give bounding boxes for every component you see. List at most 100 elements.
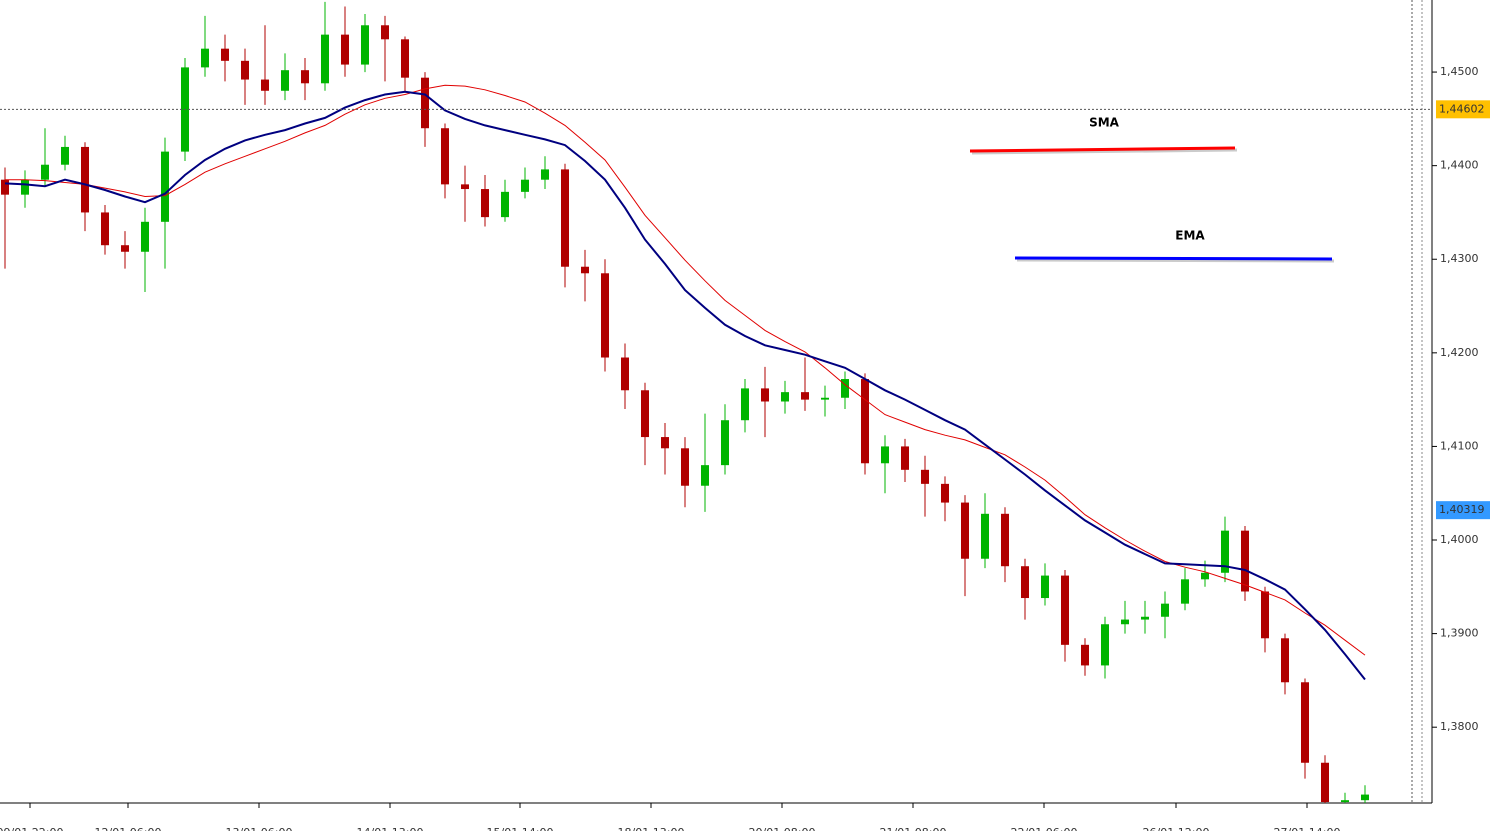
candle-body	[601, 273, 609, 358]
candle-body	[361, 25, 369, 65]
candle-body	[221, 48, 229, 61]
candle-body	[1081, 644, 1089, 666]
candle-body	[881, 446, 889, 464]
candle-body	[21, 179, 29, 195]
candle-body	[1181, 579, 1189, 604]
candle-body	[821, 397, 829, 400]
x-tick-label: 20/01 08:00	[749, 826, 816, 831]
y-tick-label: 1,4200	[1440, 346, 1479, 359]
candle-body	[341, 34, 349, 65]
candle-body	[541, 169, 549, 180]
x-tick-label: 26/01 12:00	[1143, 826, 1210, 831]
candle-body	[1, 179, 9, 195]
y-tick-label: 1,3800	[1440, 720, 1479, 733]
moving-average-line	[5, 84, 1366, 656]
candle-body	[961, 502, 969, 559]
legend-swatch	[971, 148, 1238, 155]
legend-label: SMA	[1089, 116, 1120, 130]
y-tick-label: 1,4400	[1440, 159, 1479, 172]
x-tick-label: 09/01 22:00	[0, 826, 63, 831]
candle-body	[1201, 572, 1209, 580]
legend-label: EMA	[1175, 229, 1205, 243]
candle-body	[621, 357, 629, 391]
x-tick-label: 15/01 14:00	[487, 826, 554, 831]
candle-body	[1061, 575, 1069, 645]
candle-body	[721, 420, 729, 466]
candle-body	[741, 388, 749, 421]
candle-body	[481, 189, 489, 218]
y-tick-label: 1,4500	[1440, 65, 1479, 78]
candle-body	[701, 465, 709, 486]
candle-body	[1141, 616, 1149, 620]
candle-body	[41, 164, 49, 180]
candle-body	[1281, 638, 1289, 683]
moving-average-line	[4, 90, 1366, 681]
candle-body	[1221, 530, 1229, 573]
x-tick-label: 12/01 06:00	[95, 826, 162, 831]
legend-swatch	[969, 146, 1236, 153]
candle-body	[501, 191, 509, 218]
y-tick-label: 1,3900	[1440, 627, 1479, 640]
y-tick-label: 1,4300	[1440, 252, 1479, 265]
candle-body	[681, 448, 689, 486]
price-marker	[1436, 100, 1490, 119]
candle-body	[61, 146, 69, 165]
y-tick-label: 1,4000	[1440, 533, 1479, 546]
candle-body	[1361, 794, 1369, 801]
price-marker-label: 1,40319	[1439, 503, 1485, 516]
candle-body	[281, 70, 289, 91]
candle-body	[101, 212, 109, 246]
candle-body	[901, 446, 909, 470]
candle-body	[841, 379, 849, 398]
candle-body	[941, 483, 949, 503]
candle-body	[161, 151, 169, 222]
candle-body	[641, 390, 649, 438]
candle-body	[301, 70, 309, 84]
candle-body	[1021, 566, 1029, 599]
y-tick-label: 1,4100	[1440, 439, 1479, 452]
candle-body	[1341, 800, 1349, 803]
candle-body	[1241, 530, 1249, 592]
candle-body	[201, 48, 209, 68]
x-tick-label: 21/01 08:00	[880, 826, 947, 831]
x-tick-label: 14/01 13:00	[357, 826, 424, 831]
candle-body	[241, 60, 249, 80]
candle-body	[1101, 624, 1109, 666]
candle-body	[461, 184, 469, 190]
candle-body	[421, 77, 429, 129]
candle-body	[121, 245, 129, 252]
candle-body	[661, 437, 669, 449]
candle-body	[81, 146, 89, 213]
candle-body	[561, 169, 569, 267]
candle-body	[1001, 513, 1009, 567]
candle-body	[261, 79, 269, 91]
legend-swatch	[1014, 256, 1333, 261]
price-marker-label: 1,44602	[1439, 102, 1485, 115]
candle-body	[581, 266, 589, 274]
candle-body	[1321, 762, 1329, 803]
candle-body	[321, 34, 329, 84]
candle-body	[1161, 603, 1169, 617]
candle-body	[141, 221, 149, 252]
candle-body	[801, 392, 809, 400]
legend-swatch	[1016, 258, 1335, 263]
candle-body	[401, 39, 409, 78]
candle-body	[1041, 575, 1049, 599]
candle-body	[1261, 591, 1269, 639]
candle-body	[761, 388, 769, 402]
candle-body	[861, 379, 869, 464]
price-marker	[1436, 501, 1490, 520]
candle-body	[441, 128, 449, 185]
candle-body	[981, 513, 989, 559]
x-tick-label: 27/01 14:00	[1274, 826, 1341, 831]
candle-body	[921, 469, 929, 484]
candle-body	[1301, 682, 1309, 763]
candle-body	[381, 25, 389, 40]
x-tick-label: 22/01 06:00	[1011, 826, 1078, 831]
x-tick-label: 13/01 06:00	[226, 826, 293, 831]
candle-body	[1121, 619, 1129, 625]
candle-body	[521, 179, 529, 192]
candle-body	[781, 392, 789, 402]
